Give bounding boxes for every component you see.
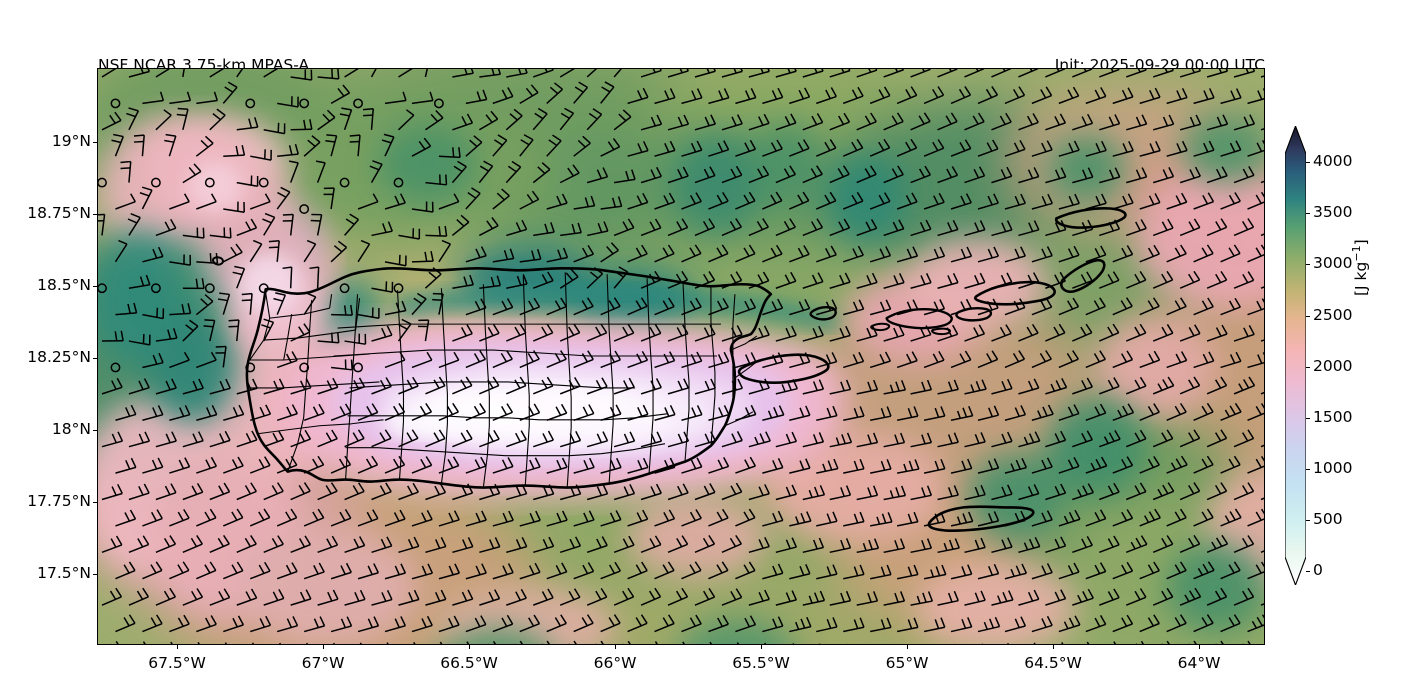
cbtick-mark	[1306, 571, 1310, 573]
ytick-label-19N: 19°N	[51, 132, 91, 150]
xtick-label-64W: 64°W	[1177, 654, 1221, 672]
xtick-label-65W: 65°W	[885, 654, 929, 672]
islet-desecheo	[212, 256, 224, 266]
virgin-gorda-coastline	[1060, 258, 1106, 293]
ytick-mark	[93, 142, 97, 144]
xtick-mark	[177, 645, 179, 649]
xtick-label-665W: 66.5°W	[440, 654, 498, 672]
cbtick-mark	[1306, 264, 1310, 266]
ytick-label-1825N: 18.25°N	[27, 348, 91, 366]
ytick-mark	[93, 430, 97, 432]
ytick-label-185N: 18.5°N	[37, 276, 91, 294]
xtick-mark	[323, 645, 325, 649]
xtick-mark	[469, 645, 471, 649]
ytick-label-175N: 17.5°N	[37, 564, 91, 582]
cbtick-mark	[1306, 162, 1310, 164]
puerto-rico-coastline	[245, 267, 773, 489]
islet-water-island	[870, 322, 891, 332]
cbtick-mark	[1306, 367, 1310, 369]
tortola-coastline	[973, 280, 1056, 306]
xtick-mark	[761, 645, 763, 649]
ytick-label-1775N: 17.75°N	[27, 492, 91, 510]
municipality-borders	[247, 272, 760, 488]
cbtick-mark	[1306, 520, 1310, 522]
islet-buck-island	[931, 327, 952, 336]
cbtick-label-4000: 4000	[1313, 152, 1353, 170]
xtick-mark	[615, 645, 617, 649]
colorbar-axis-label: [J kg−1]	[1349, 239, 1370, 296]
ytick-label-18N: 18°N	[51, 420, 91, 438]
cbtick-label-1000: 1000	[1313, 459, 1353, 477]
xtick-mark	[907, 645, 909, 649]
cbtick-label-1500: 1500	[1313, 408, 1353, 426]
colorbar-gradient-body	[1285, 126, 1306, 585]
xtick-label-675W: 67.5°W	[148, 654, 206, 672]
ytick-label-1875N: 18.75°N	[27, 204, 91, 222]
ytick-mark	[93, 574, 97, 576]
ytick-mark	[93, 358, 97, 360]
xtick-label-67W: 67°W	[301, 654, 345, 672]
cbtick-label-500: 500	[1313, 510, 1343, 528]
st-john-coastline	[955, 306, 993, 322]
anegada-coastline	[1055, 207, 1127, 229]
ytick-mark	[93, 502, 97, 504]
cbtick-mark	[1306, 418, 1310, 420]
cbtick-label-0: 0	[1313, 561, 1323, 579]
xtick-label-645W: 64.5°W	[1024, 654, 1082, 672]
xtick-label-66W: 66°W	[593, 654, 637, 672]
st-thomas-coastline	[885, 307, 953, 330]
culebra-coastline	[809, 305, 837, 321]
cbtick-mark	[1306, 316, 1310, 318]
ytick-mark	[93, 286, 97, 288]
vieques-coastline	[737, 353, 830, 384]
cbtick-label-3500: 3500	[1313, 203, 1353, 221]
cbtick-label-3000: 3000	[1313, 254, 1353, 272]
xtick-mark	[1199, 645, 1201, 649]
cbtick-mark	[1306, 469, 1310, 471]
xtick-mark	[1053, 645, 1055, 649]
xtick-label-655W: 65.5°W	[732, 654, 790, 672]
st-croix-coastline	[927, 505, 1035, 532]
coastline-overlay	[212, 207, 1127, 532]
cbtick-label-2500: 2500	[1313, 306, 1353, 324]
ytick-mark	[93, 214, 97, 216]
cbtick-mark	[1306, 213, 1310, 215]
cbtick-label-2000: 2000	[1313, 357, 1353, 375]
colorbar	[1285, 126, 1306, 585]
map-axes	[97, 68, 1265, 645]
